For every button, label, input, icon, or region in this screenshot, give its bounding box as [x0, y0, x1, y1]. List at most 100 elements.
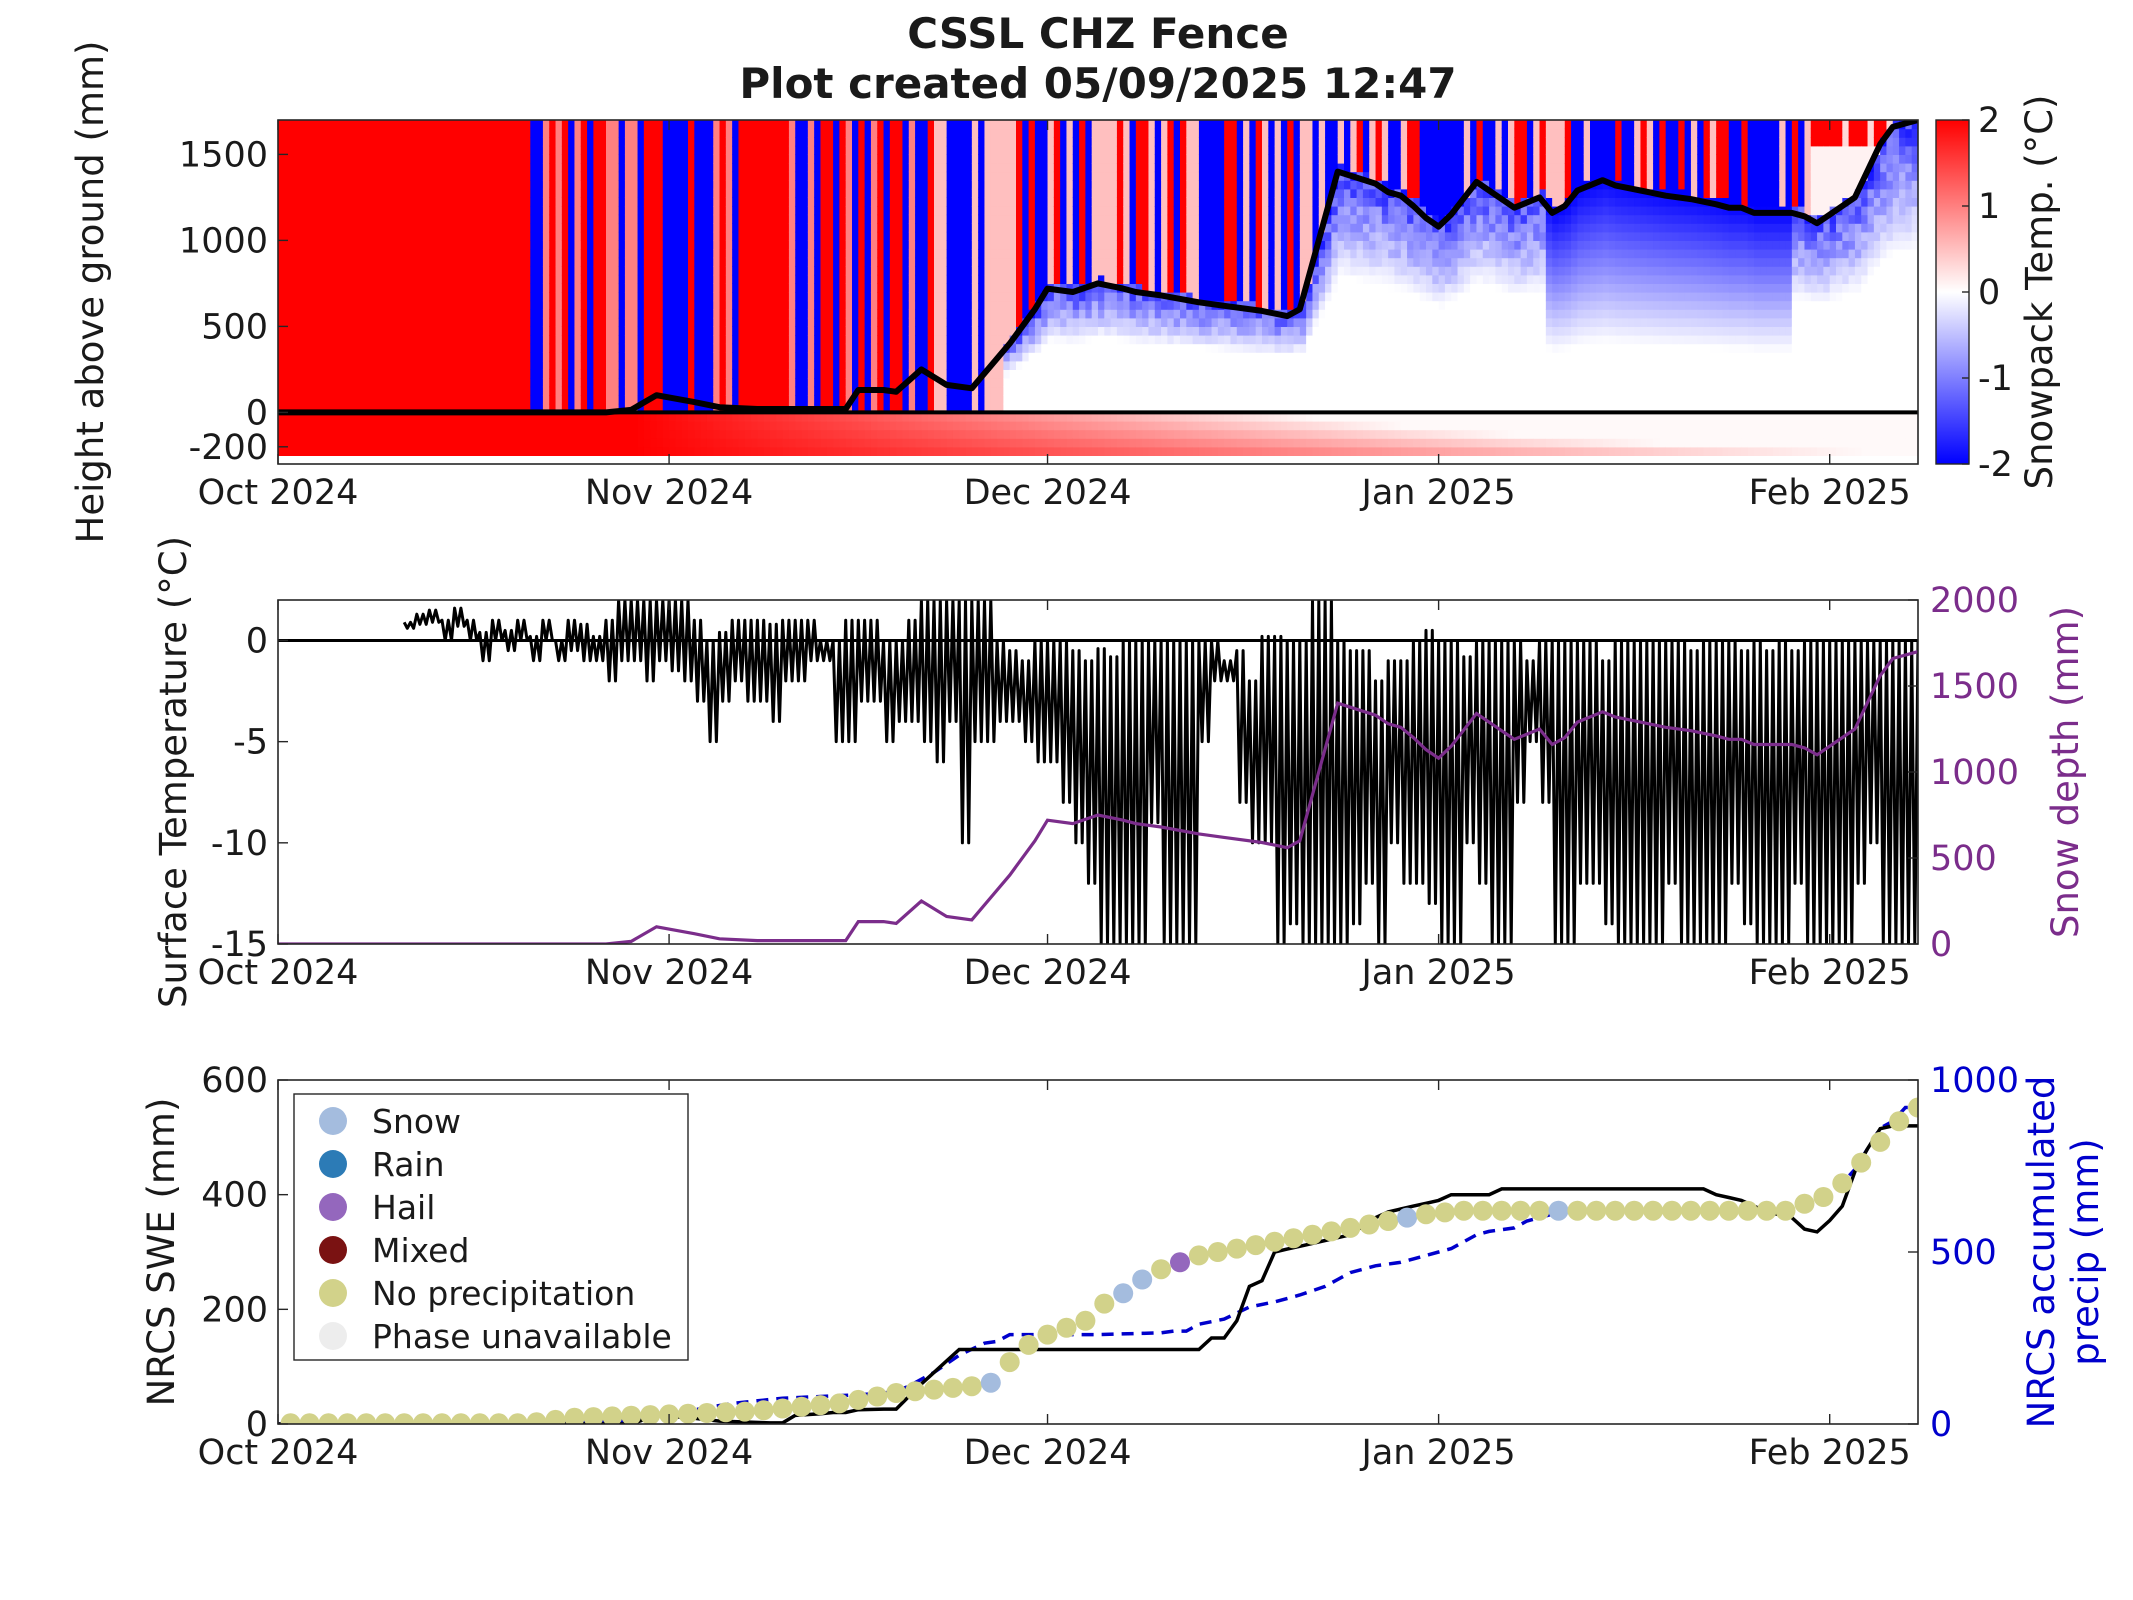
heatmap-cell	[315, 317, 323, 327]
heatmap-cell	[826, 412, 834, 422]
heatmap-cell	[606, 326, 613, 336]
heatmap-cell	[505, 395, 512, 405]
heatmap-cell	[549, 352, 557, 362]
heatmap-cell	[921, 145, 929, 155]
heatmap-cell	[322, 137, 330, 147]
heatmap-cell	[732, 274, 740, 284]
heatmap-cell	[467, 206, 475, 216]
heatmap-cell	[549, 386, 557, 396]
heatmap-cell	[296, 120, 304, 130]
heatmap-cell	[360, 223, 367, 233]
heatmap-cell	[688, 128, 695, 138]
heatmap-cell	[542, 292, 550, 302]
heatmap-cell	[517, 412, 525, 422]
heatmap-cell	[946, 300, 954, 310]
heatmap-cell	[675, 300, 683, 310]
heatmap-cell	[448, 300, 456, 310]
heatmap-cell	[1041, 403, 1049, 413]
heatmap-cell	[410, 231, 418, 241]
heatmap-cell	[864, 231, 872, 241]
heatmap-cell	[902, 326, 910, 336]
heatmap-cell	[927, 352, 935, 362]
heatmap-cell	[498, 317, 506, 327]
heatmap-cell	[732, 214, 740, 224]
heatmap-cell	[725, 446, 733, 456]
heatmap-cell	[744, 128, 752, 138]
heatmap-cell	[460, 206, 468, 216]
heatmap-cell	[479, 266, 487, 276]
heatmap-cell	[934, 438, 941, 448]
heatmap-cell	[700, 145, 708, 155]
heatmap-cell	[492, 188, 500, 198]
heatmap-cell	[656, 335, 664, 345]
heatmap-cell	[833, 206, 840, 216]
heatmap-cell	[927, 309, 935, 319]
heatmap-cell	[492, 438, 500, 448]
heatmap-cell	[719, 309, 727, 319]
heatmap-cell	[940, 438, 948, 448]
heatmap-cell	[883, 429, 891, 439]
heatmap-cell	[833, 171, 840, 181]
heatmap-cell	[1022, 120, 1030, 130]
heatmap-cell	[896, 145, 904, 155]
heatmap-cell	[587, 163, 594, 173]
heatmap-cell	[511, 386, 519, 396]
heatmap-cell	[889, 283, 897, 293]
heatmap-cell	[1066, 274, 1074, 284]
heatmap-cell	[725, 352, 733, 362]
heatmap-cell	[1028, 223, 1036, 233]
heatmap-cell	[423, 214, 430, 224]
heatmap-cell	[946, 283, 954, 293]
heatmap-cell	[833, 257, 840, 267]
heatmap-cell	[580, 171, 588, 181]
heatmap-cell	[296, 292, 304, 302]
heatmap-cell	[757, 369, 765, 379]
heatmap-cell	[334, 180, 342, 190]
heatmap-cell	[782, 145, 790, 155]
heatmap-cell	[990, 395, 998, 405]
heatmap-cell	[927, 180, 935, 190]
heatmap-cell	[637, 446, 645, 456]
heatmap-cell	[423, 446, 430, 456]
heatmap-cell	[624, 266, 632, 276]
heatmap-cell	[669, 412, 676, 422]
heatmap-cell	[580, 231, 588, 241]
heatmap-cell	[826, 309, 834, 319]
heatmap-cell	[984, 403, 992, 413]
heatmap-cell	[795, 369, 803, 379]
heatmap-cell	[290, 292, 298, 302]
heatmap-cell	[517, 223, 525, 233]
heatmap-cell	[782, 343, 790, 353]
heatmap-cell	[549, 145, 557, 155]
heatmap-cell	[700, 249, 708, 259]
heatmap-cell	[782, 128, 790, 138]
heatmap-cell	[580, 335, 588, 345]
heatmap-cell	[416, 335, 424, 345]
heatmap-cell	[908, 145, 916, 155]
heatmap-cell	[788, 309, 796, 319]
heatmap-cell	[744, 223, 752, 233]
heatmap-cell	[511, 180, 519, 190]
heatmap-cell	[807, 429, 815, 439]
heatmap-cell	[448, 360, 456, 370]
heatmap-cell	[492, 335, 500, 345]
heatmap-cell	[372, 326, 380, 336]
heatmap-cell	[284, 231, 292, 241]
heatmap-cell	[498, 266, 506, 276]
heatmap-cell	[416, 206, 424, 216]
heatmap-cell	[410, 343, 418, 353]
heatmap-cell	[473, 145, 481, 155]
heatmap-cell	[378, 309, 386, 319]
heatmap-cell	[852, 171, 859, 181]
heatmap-cell	[801, 369, 809, 379]
heatmap-cell	[908, 266, 916, 276]
heatmap-cell	[845, 369, 853, 379]
heatmap-cell	[921, 446, 929, 456]
heatmap-cell	[877, 352, 885, 362]
heatmap-cell	[624, 163, 632, 173]
heatmap-cell	[366, 120, 374, 130]
heatmap-cell	[1060, 438, 1068, 448]
heatmap-cell	[713, 137, 721, 147]
heatmap-cell	[1034, 249, 1042, 259]
heatmap-cell	[915, 326, 922, 336]
